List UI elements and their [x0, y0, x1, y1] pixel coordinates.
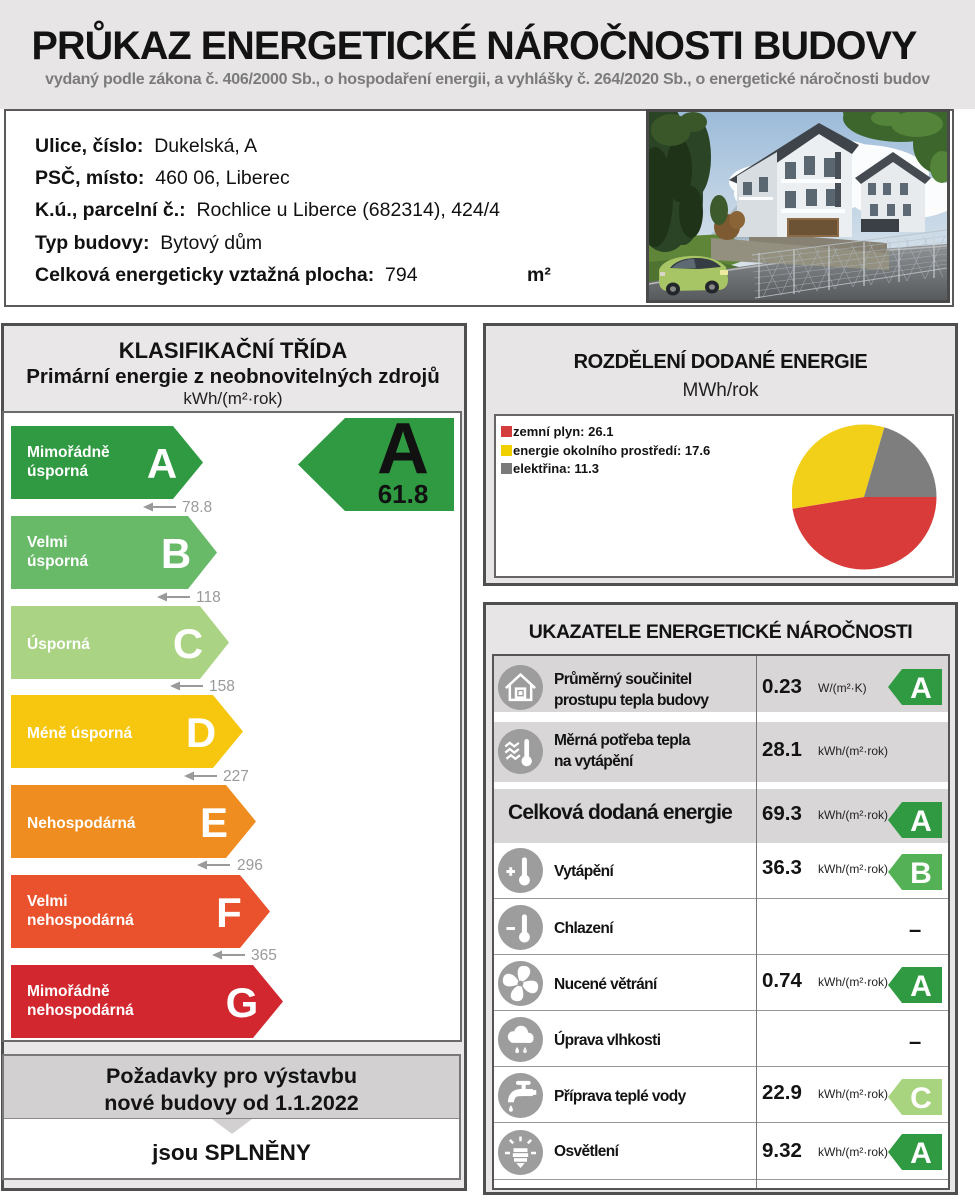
svg-text:A: A — [910, 1137, 932, 1170]
svg-text:úsporná: úsporná — [27, 463, 89, 480]
svg-text:Mimořádně: Mimořádně — [27, 444, 110, 461]
svg-text:B: B — [161, 530, 191, 577]
svg-text:Velmi: Velmi — [27, 534, 68, 551]
svg-text:296: 296 — [237, 857, 263, 874]
svg-text:nehospodárná: nehospodárná — [27, 1002, 134, 1019]
svg-text:D: D — [186, 709, 216, 756]
svg-text:E: E — [200, 799, 228, 846]
svg-text:B: B — [910, 857, 932, 890]
svg-text:Méně úsporná: Méně úsporná — [27, 725, 132, 742]
svg-text:Velmi: Velmi — [27, 893, 68, 910]
svg-text:61.8: 61.8 — [378, 479, 429, 509]
svg-text:F: F — [216, 889, 242, 936]
svg-text:Mimořádně: Mimořádně — [27, 983, 110, 1000]
svg-text:nehospodárná: nehospodárná — [27, 912, 134, 929]
svg-text:158: 158 — [209, 678, 235, 695]
svg-text:A: A — [147, 440, 177, 487]
svg-text:Nehospodárná: Nehospodárná — [27, 815, 136, 832]
svg-text:A: A — [910, 672, 932, 705]
svg-text:118: 118 — [196, 589, 221, 606]
svg-text:G: G — [226, 979, 259, 1026]
svg-text:A: A — [910, 805, 932, 838]
svg-text:78.8: 78.8 — [182, 499, 212, 516]
svg-text:Úsporná: Úsporná — [27, 635, 90, 653]
svg-text:úsporná: úsporná — [27, 553, 89, 570]
svg-text:C: C — [173, 620, 203, 667]
svg-text:C: C — [910, 1082, 932, 1115]
svg-text:227: 227 — [223, 768, 249, 785]
svg-text:365: 365 — [251, 947, 277, 964]
svg-text:A: A — [377, 413, 429, 489]
svg-text:A: A — [910, 970, 932, 1003]
